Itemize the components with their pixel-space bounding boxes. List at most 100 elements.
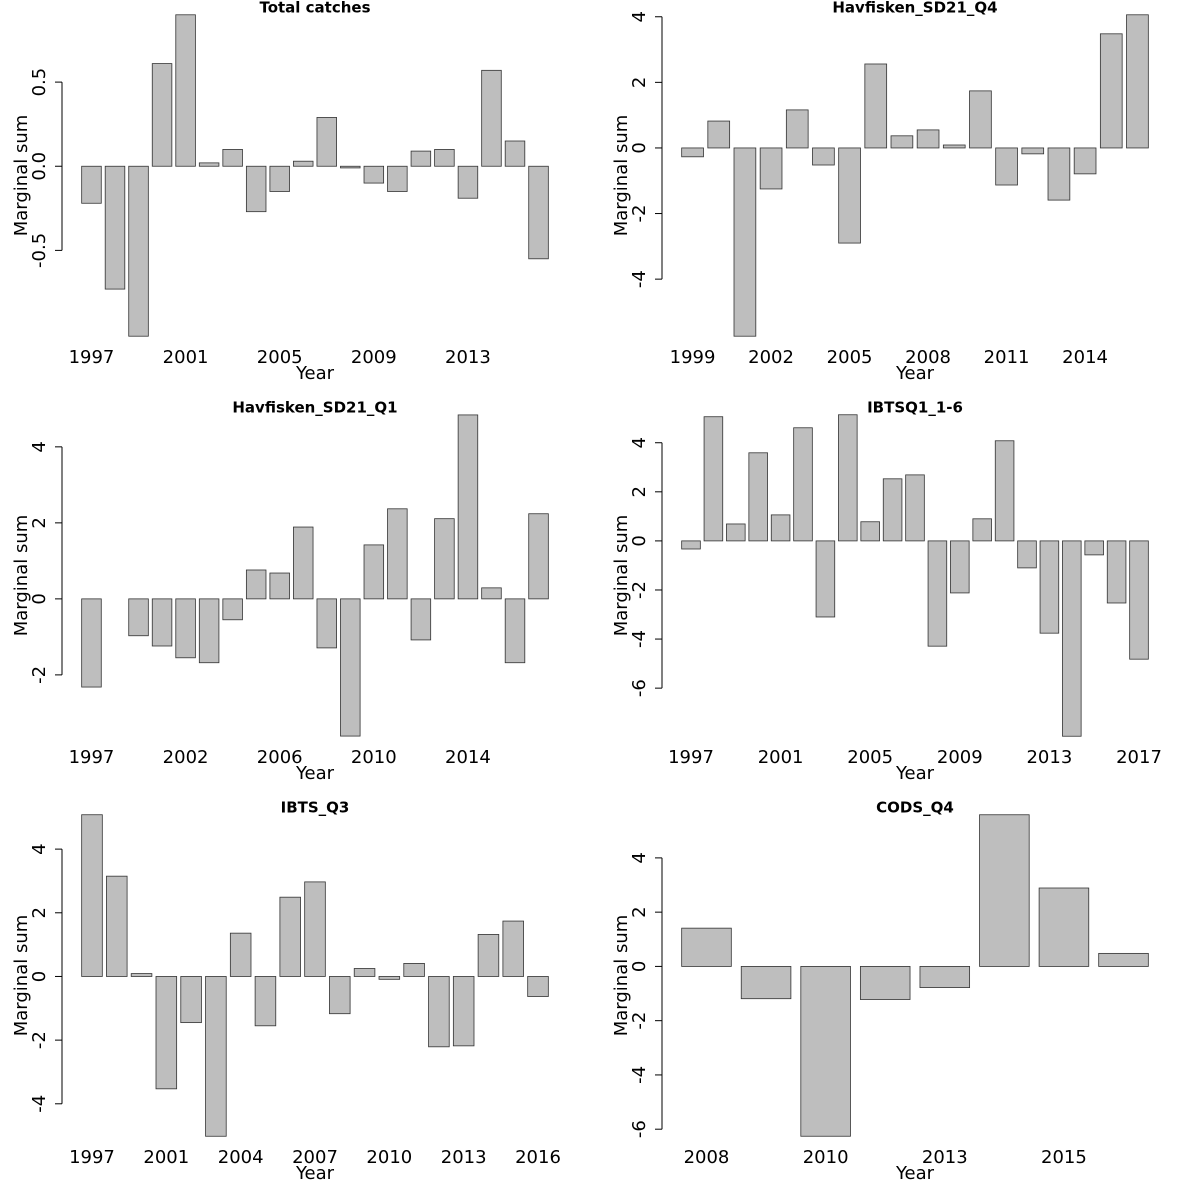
bar	[859, 966, 911, 1000]
y-tick-label: -2	[629, 205, 650, 223]
bar	[919, 966, 971, 988]
bar	[815, 540, 836, 618]
bar	[329, 976, 351, 1015]
x-tick-label: 2014	[445, 747, 491, 768]
bar	[1129, 540, 1149, 660]
bar	[245, 165, 267, 213]
y-tick-label: 2	[629, 77, 650, 88]
bar	[434, 518, 455, 600]
bar	[434, 149, 455, 167]
x-axis-label: Year	[895, 1163, 935, 1184]
x-tick-label: 1997	[69, 347, 115, 368]
y-tick-label: 2	[29, 907, 50, 918]
bar	[864, 63, 888, 149]
bar	[703, 416, 724, 542]
x-tick-label: 2001	[758, 747, 804, 768]
bar	[1126, 14, 1149, 149]
panel-title: Havfisken_SD21_Q1	[232, 399, 397, 417]
y-tick-label: 0	[629, 961, 650, 972]
bar	[304, 881, 326, 977]
bar	[279, 896, 301, 977]
bar	[481, 69, 502, 167]
bar	[222, 149, 243, 167]
bar	[740, 966, 792, 1000]
x-tick-label: 2004	[218, 1147, 264, 1168]
bar	[180, 976, 202, 1024]
x-tick-label: 2013	[441, 1147, 487, 1168]
y-tick-label: -2	[29, 1031, 50, 1049]
panel-title: CODS_Q4	[876, 799, 954, 817]
x-tick-label: 2013	[922, 1147, 968, 1168]
bar	[340, 165, 361, 169]
bar	[155, 976, 178, 1090]
x-tick-label: 2009	[937, 747, 983, 768]
y-tick-label: 0	[629, 535, 650, 546]
bar	[994, 440, 1015, 542]
bar	[502, 920, 524, 977]
y-tick-label: 2	[629, 906, 650, 917]
bar	[860, 521, 880, 542]
bar	[387, 165, 408, 192]
bar	[800, 966, 851, 1137]
bar	[151, 598, 173, 647]
bar	[245, 569, 267, 600]
y-tick-label: 4	[29, 441, 50, 452]
y-tick-label: -2	[629, 1012, 650, 1030]
bar	[882, 478, 903, 542]
bar	[1098, 952, 1149, 967]
x-tick-label: 2002	[748, 347, 794, 368]
panel-title: Havfisken_SD21_Q4	[832, 0, 997, 17]
bar	[198, 162, 220, 167]
panel-title: IBTS_Q3	[281, 799, 350, 817]
x-tick-label: 2001	[163, 347, 209, 368]
bar	[410, 598, 432, 641]
bar	[340, 598, 361, 737]
bar	[293, 526, 314, 600]
bar	[403, 963, 425, 977]
bar	[198, 598, 220, 664]
y-tick-label: 0.0	[29, 152, 50, 181]
x-axis-label: Year	[895, 763, 935, 784]
x-tick-label: 2009	[351, 347, 397, 368]
y-tick-label: -4	[629, 270, 650, 288]
bar	[128, 598, 149, 637]
y-axis-label: Marginal sum	[11, 115, 32, 237]
x-tick-label: 2017	[1116, 747, 1162, 768]
bar	[387, 508, 408, 600]
x-tick-label: 2010	[351, 747, 397, 768]
x-tick-label: 2010	[803, 1147, 849, 1168]
x-tick-label: 2005	[847, 747, 893, 768]
x-tick-label: 2015	[1041, 1147, 1087, 1168]
bar	[254, 976, 277, 1027]
bar	[770, 514, 791, 542]
bar	[269, 165, 290, 192]
bar	[995, 147, 1018, 186]
bar	[785, 109, 809, 149]
bar	[942, 144, 966, 149]
x-axis-label: Year	[295, 763, 335, 784]
x-axis-label: Year	[295, 363, 335, 384]
bar	[104, 165, 126, 290]
bar	[793, 427, 813, 542]
bar	[681, 147, 704, 158]
y-tick-label: 0	[29, 593, 50, 604]
bar	[528, 165, 549, 260]
bar	[205, 976, 227, 1137]
bar	[316, 598, 337, 649]
bar	[175, 598, 196, 659]
bar	[481, 587, 502, 600]
bar	[838, 414, 858, 542]
y-tick-label: -4	[629, 630, 650, 648]
y-axis-label: Marginal sum	[11, 515, 32, 637]
bar	[927, 540, 948, 647]
bar	[1099, 33, 1123, 149]
bar	[681, 540, 701, 550]
y-axis-label: Marginal sum	[11, 915, 32, 1037]
bar	[733, 147, 757, 337]
y-tick-label: -6	[629, 1120, 650, 1138]
bar	[681, 927, 732, 967]
bar	[477, 934, 500, 977]
x-tick-label: 1997	[668, 747, 714, 768]
bar	[316, 117, 337, 167]
x-tick-label: 2010	[366, 1147, 412, 1168]
